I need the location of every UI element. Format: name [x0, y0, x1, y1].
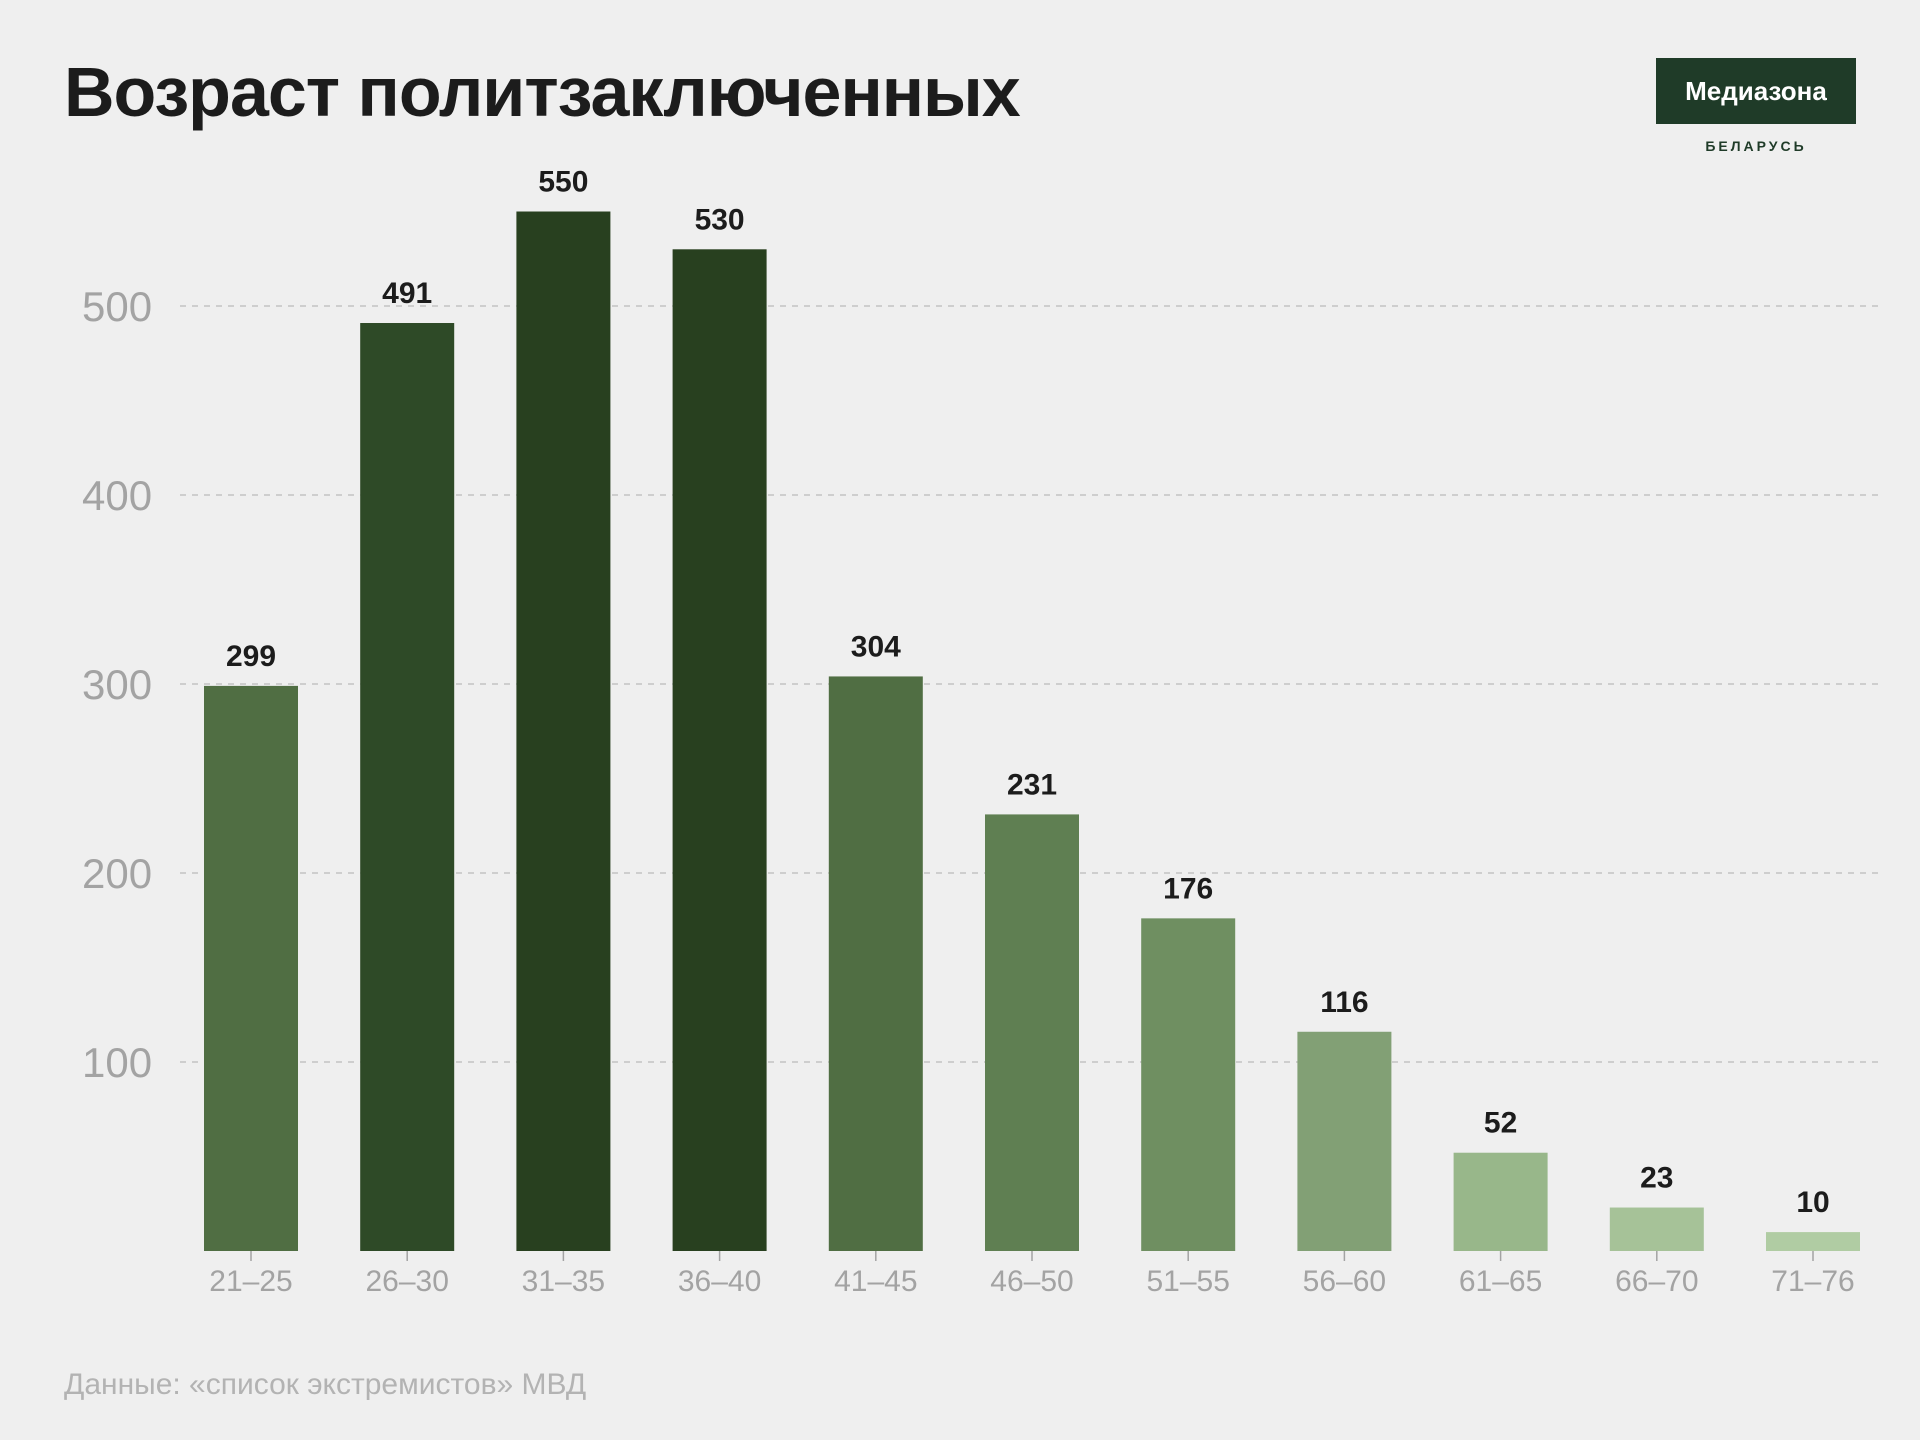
- y-tick-label: 300: [82, 661, 152, 708]
- bar: [204, 685, 298, 1251]
- x-tick-label: 51–55: [1146, 1265, 1229, 1298]
- y-tick-label: 100: [82, 1039, 152, 1086]
- bar-value-label: 10: [1796, 1186, 1829, 1219]
- x-tick-label: 61–65: [1459, 1265, 1542, 1298]
- bar: [672, 249, 767, 1252]
- bar: [1141, 918, 1236, 1251]
- x-tick-label: 21–25: [209, 1265, 292, 1298]
- y-tick-label: 400: [82, 472, 152, 519]
- bar-value-label: 530: [695, 203, 745, 236]
- bar: [1766, 1232, 1860, 1251]
- bar-value-label: 116: [1320, 986, 1368, 1019]
- x-tick-label: 41–45: [834, 1265, 917, 1298]
- y-tick-label: 500: [82, 283, 152, 330]
- bar: [1453, 1152, 1548, 1251]
- bar: [1297, 1031, 1392, 1251]
- brand-logo: Медиазона: [1656, 58, 1856, 124]
- bar-value-label: 23: [1640, 1162, 1673, 1195]
- x-tick-label: 66–70: [1615, 1265, 1698, 1298]
- x-tick-label: 31–35: [522, 1265, 605, 1298]
- bar-value-label: 550: [538, 166, 588, 199]
- bar-value-label: 299: [226, 640, 276, 673]
- bar-value-label: 176: [1163, 872, 1213, 905]
- x-tick-label: 56–60: [1303, 1265, 1386, 1298]
- x-tick-label: 36–40: [678, 1265, 761, 1298]
- bar-value-label: 304: [851, 630, 901, 663]
- bar: [1609, 1207, 1704, 1251]
- chart-title: Возраст политзаключенных: [64, 53, 1021, 131]
- bar-value-label: 491: [382, 277, 432, 310]
- x-tick-label: 46–50: [990, 1265, 1073, 1298]
- x-tick-label: 71–76: [1771, 1265, 1854, 1298]
- bar: [828, 676, 923, 1251]
- bar: [985, 814, 1079, 1251]
- data-source-note: Данные: «список экстремистов» МВД: [64, 1368, 587, 1401]
- bar: [360, 323, 455, 1251]
- bar: [516, 211, 611, 1251]
- bar-value-label: 231: [1007, 768, 1057, 801]
- bar-value-label: 52: [1484, 1107, 1517, 1140]
- y-tick-label: 200: [82, 850, 152, 897]
- x-tick-label: 26–30: [365, 1265, 448, 1298]
- brand-logo-subtitle: БЕЛАРУСЬ: [1705, 138, 1807, 154]
